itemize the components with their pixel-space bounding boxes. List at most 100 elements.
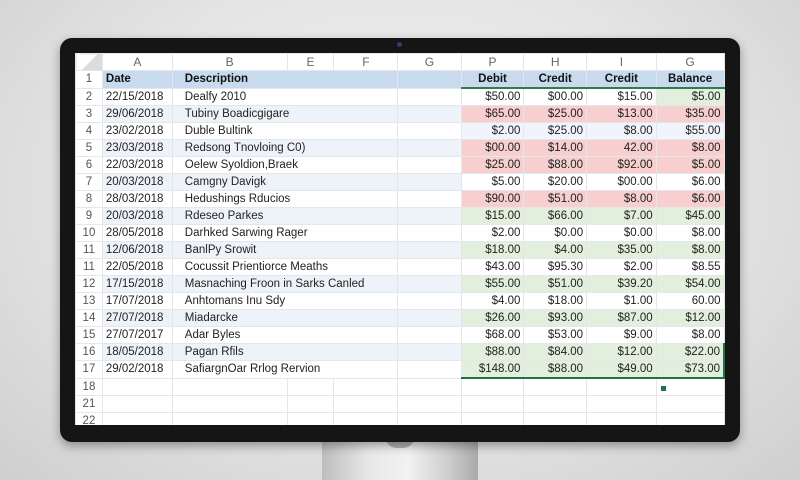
cell-credit1[interactable]: $00.00 [523, 87, 588, 106]
cell-balance[interactable]: $8.00 [655, 224, 725, 242]
cell-description[interactable]: Miadarcke [171, 309, 399, 327]
cell-credit1[interactable]: $25.00 [523, 105, 588, 123]
cell-debit[interactable]: $2.00 [460, 122, 525, 140]
header-credit-2[interactable]: Credit [586, 70, 657, 89]
cell-date[interactable]: 12/06/2018 [101, 241, 173, 259]
cell-date[interactable]: 22/03/2018 [101, 156, 173, 174]
cell-date[interactable]: 29/02/2018 [101, 360, 173, 379]
cell-date[interactable]: 23/03/2018 [101, 139, 173, 157]
cell-credit1[interactable]: $84.00 [523, 343, 588, 361]
cell-description[interactable]: Adar Byles [171, 326, 399, 344]
cell-blank[interactable] [397, 241, 462, 259]
column-header-p[interactable]: P [460, 53, 525, 71]
empty-cell[interactable] [523, 412, 588, 425]
cell-credit2[interactable]: $87.00 [586, 309, 657, 327]
cell-blank[interactable] [397, 87, 462, 106]
select-all-corner[interactable] [75, 53, 103, 71]
column-header-f[interactable]: F [333, 53, 399, 71]
cell-credit1[interactable]: $66.00 [523, 207, 588, 225]
cell-balance[interactable]: $5.00 [655, 156, 725, 174]
cell-credit2[interactable]: $0.00 [586, 224, 657, 242]
cell-credit2[interactable]: $13.00 [586, 105, 657, 123]
cell-credit1[interactable]: $14.00 [523, 139, 588, 157]
cell-description[interactable]: Dealfy 2010 [171, 87, 399, 106]
cell-date[interactable]: 17/15/2018 [101, 275, 173, 293]
cell-credit2[interactable]: $00.00 [586, 173, 657, 191]
cell-debit[interactable]: $55.00 [460, 275, 525, 293]
cell-credit2[interactable]: $8.00 [586, 190, 657, 208]
row-number[interactable]: 15 [75, 326, 103, 344]
cell-credit2[interactable]: $35.00 [586, 241, 657, 259]
cell-description[interactable]: Camgny Davigk [171, 173, 399, 191]
cell-credit2[interactable]: $2.00 [586, 258, 657, 276]
empty-cell[interactable] [586, 412, 657, 425]
empty-cell[interactable] [655, 395, 725, 413]
cell-description[interactable]: Redsong Tnovloing C0) [171, 139, 399, 157]
cell-balance[interactable]: $8.55 [655, 258, 725, 276]
cell-blank[interactable] [397, 139, 462, 157]
row-number[interactable]: 16 [75, 343, 103, 361]
empty-cell[interactable] [397, 395, 462, 413]
empty-cell[interactable] [171, 412, 288, 425]
cell-credit2[interactable]: $7.00 [586, 207, 657, 225]
cell-credit1[interactable]: $0.00 [523, 224, 588, 242]
cell-balance[interactable]: $45.00 [655, 207, 725, 225]
row-number[interactable]: 14 [75, 309, 103, 327]
empty-cell[interactable] [460, 395, 525, 413]
empty-cell[interactable] [586, 377, 657, 396]
cell-balance[interactable]: $55.00 [655, 122, 725, 140]
empty-cell[interactable] [523, 377, 588, 396]
row-number[interactable]: 17 [75, 360, 103, 379]
empty-cell[interactable] [460, 377, 525, 396]
column-header-g[interactable]: G [397, 53, 462, 71]
cell-debit[interactable]: $5.00 [460, 173, 525, 191]
row-number[interactable]: 10 [75, 224, 103, 242]
cell-date[interactable]: 18/05/2018 [101, 343, 173, 361]
cell-balance[interactable]: $8.00 [655, 241, 725, 259]
cell-credit2[interactable]: $92.00 [586, 156, 657, 174]
cell-blank[interactable] [397, 343, 462, 361]
cell-credit2[interactable]: $9.00 [586, 326, 657, 344]
row-number[interactable]: 11 [75, 241, 103, 259]
header-credit[interactable]: Credit [523, 70, 588, 89]
row-number[interactable]: 3 [75, 105, 103, 123]
cell-blank[interactable] [397, 190, 462, 208]
empty-cell[interactable] [101, 412, 173, 425]
row-number[interactable]: 8 [75, 190, 103, 208]
header-date[interactable]: Date [101, 70, 173, 89]
cell-blank[interactable] [397, 156, 462, 174]
column-header-e[interactable]: E [286, 53, 335, 71]
cell-balance[interactable]: $73.00 [655, 360, 725, 379]
cell-date[interactable]: 17/07/2018 [101, 292, 173, 310]
cell-date[interactable]: 29/06/2018 [101, 105, 173, 123]
cell-description[interactable]: Masnaching Froon in Sarks Canled [171, 275, 399, 293]
empty-cell[interactable] [397, 377, 462, 396]
header-description[interactable]: Description [171, 70, 399, 89]
row-number[interactable]: 21 [75, 395, 103, 413]
empty-cell[interactable] [286, 412, 335, 425]
cell-date[interactable]: 20/03/2018 [101, 173, 173, 191]
cell-debit[interactable]: $90.00 [460, 190, 525, 208]
row-number[interactable]: 13 [75, 292, 103, 310]
cell-date[interactable]: 20/03/2018 [101, 207, 173, 225]
empty-cell[interactable] [101, 377, 173, 396]
cell-debit[interactable]: $25.00 [460, 156, 525, 174]
cell-credit1[interactable]: $25.00 [523, 122, 588, 140]
column-header-i[interactable]: I [586, 53, 657, 71]
cell-credit1[interactable]: $4.00 [523, 241, 588, 259]
cell-balance[interactable]: $12.00 [655, 309, 725, 327]
fill-handle[interactable] [661, 386, 666, 391]
cell-credit2[interactable]: $12.00 [586, 343, 657, 361]
cell-blank[interactable] [397, 258, 462, 276]
cell-blank[interactable] [397, 173, 462, 191]
column-header-a[interactable]: A [101, 53, 173, 71]
row-number[interactable]: 4 [75, 122, 103, 140]
cell-blank[interactable] [397, 207, 462, 225]
cell-credit1[interactable]: $18.00 [523, 292, 588, 310]
cell-blank[interactable] [397, 309, 462, 327]
column-header-h[interactable]: H [523, 53, 588, 71]
cell-description[interactable]: Darhked Sarwing Rager [171, 224, 399, 242]
cell-debit[interactable]: $18.00 [460, 241, 525, 259]
cell-blank[interactable] [397, 292, 462, 310]
cell-debit[interactable]: $2.00 [460, 224, 525, 242]
